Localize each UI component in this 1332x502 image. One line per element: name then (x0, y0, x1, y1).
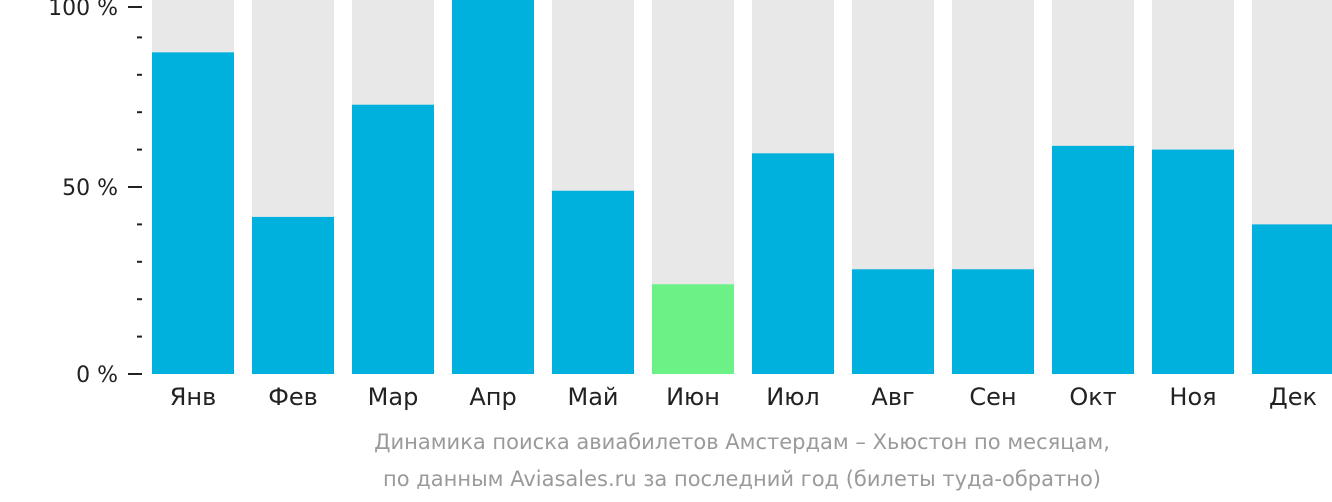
x-tick-label: Янв (170, 383, 217, 411)
bar-10 (1052, 145, 1134, 374)
y-tick-label: 50 % (62, 176, 118, 201)
x-tick-label: Дек (1269, 383, 1317, 411)
bar-9 (952, 269, 1034, 374)
bar-6 (652, 284, 734, 374)
y-tick-label: 100 % (48, 0, 118, 21)
x-tick-label: Май (567, 383, 618, 411)
bar-1 (152, 52, 234, 375)
x-tick-label: Фев (268, 383, 318, 411)
bar-2 (252, 216, 334, 374)
bar-12 (1252, 224, 1332, 374)
x-tick-label: Июл (766, 383, 820, 411)
bar-7 (752, 153, 834, 374)
x-tick-label: Ноя (1169, 383, 1216, 411)
bar-5 (552, 190, 634, 374)
x-tick-label: Окт (1069, 383, 1116, 411)
chart-caption-line-2: по данным Aviasales.ru за последний год … (383, 467, 1101, 491)
x-tick-label: Апр (469, 383, 516, 411)
y-tick-label: 0 % (76, 363, 118, 388)
bar-4 (452, 0, 534, 374)
x-tick-label: Сен (969, 383, 1016, 411)
bar-8 (852, 269, 934, 374)
bar-3 (352, 104, 434, 374)
chart-caption-line-1: Динамика поиска авиабилетов Амстердам – … (374, 430, 1110, 454)
x-tick-label: Июн (666, 383, 720, 411)
x-tick-label: Авг (871, 383, 914, 411)
x-tick-label: Мар (368, 383, 419, 411)
bar-11 (1152, 149, 1234, 374)
